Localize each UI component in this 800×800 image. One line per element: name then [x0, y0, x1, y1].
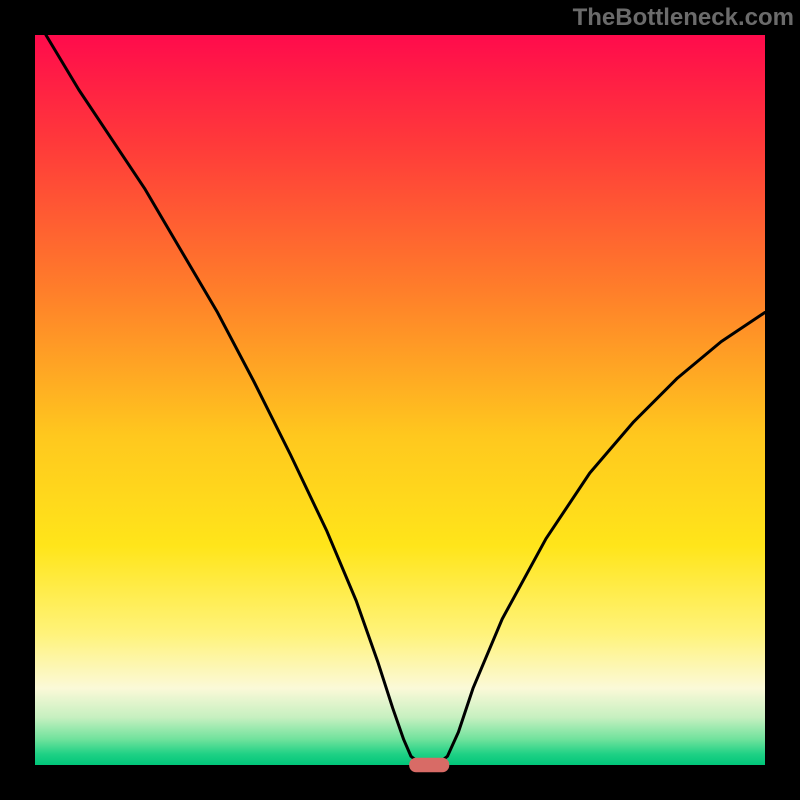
watermark-text: TheBottleneck.com [573, 4, 794, 32]
bottleneck-chart [0, 0, 800, 800]
chart-stage: TheBottleneck.com [0, 0, 800, 800]
optimum-marker [409, 758, 449, 773]
